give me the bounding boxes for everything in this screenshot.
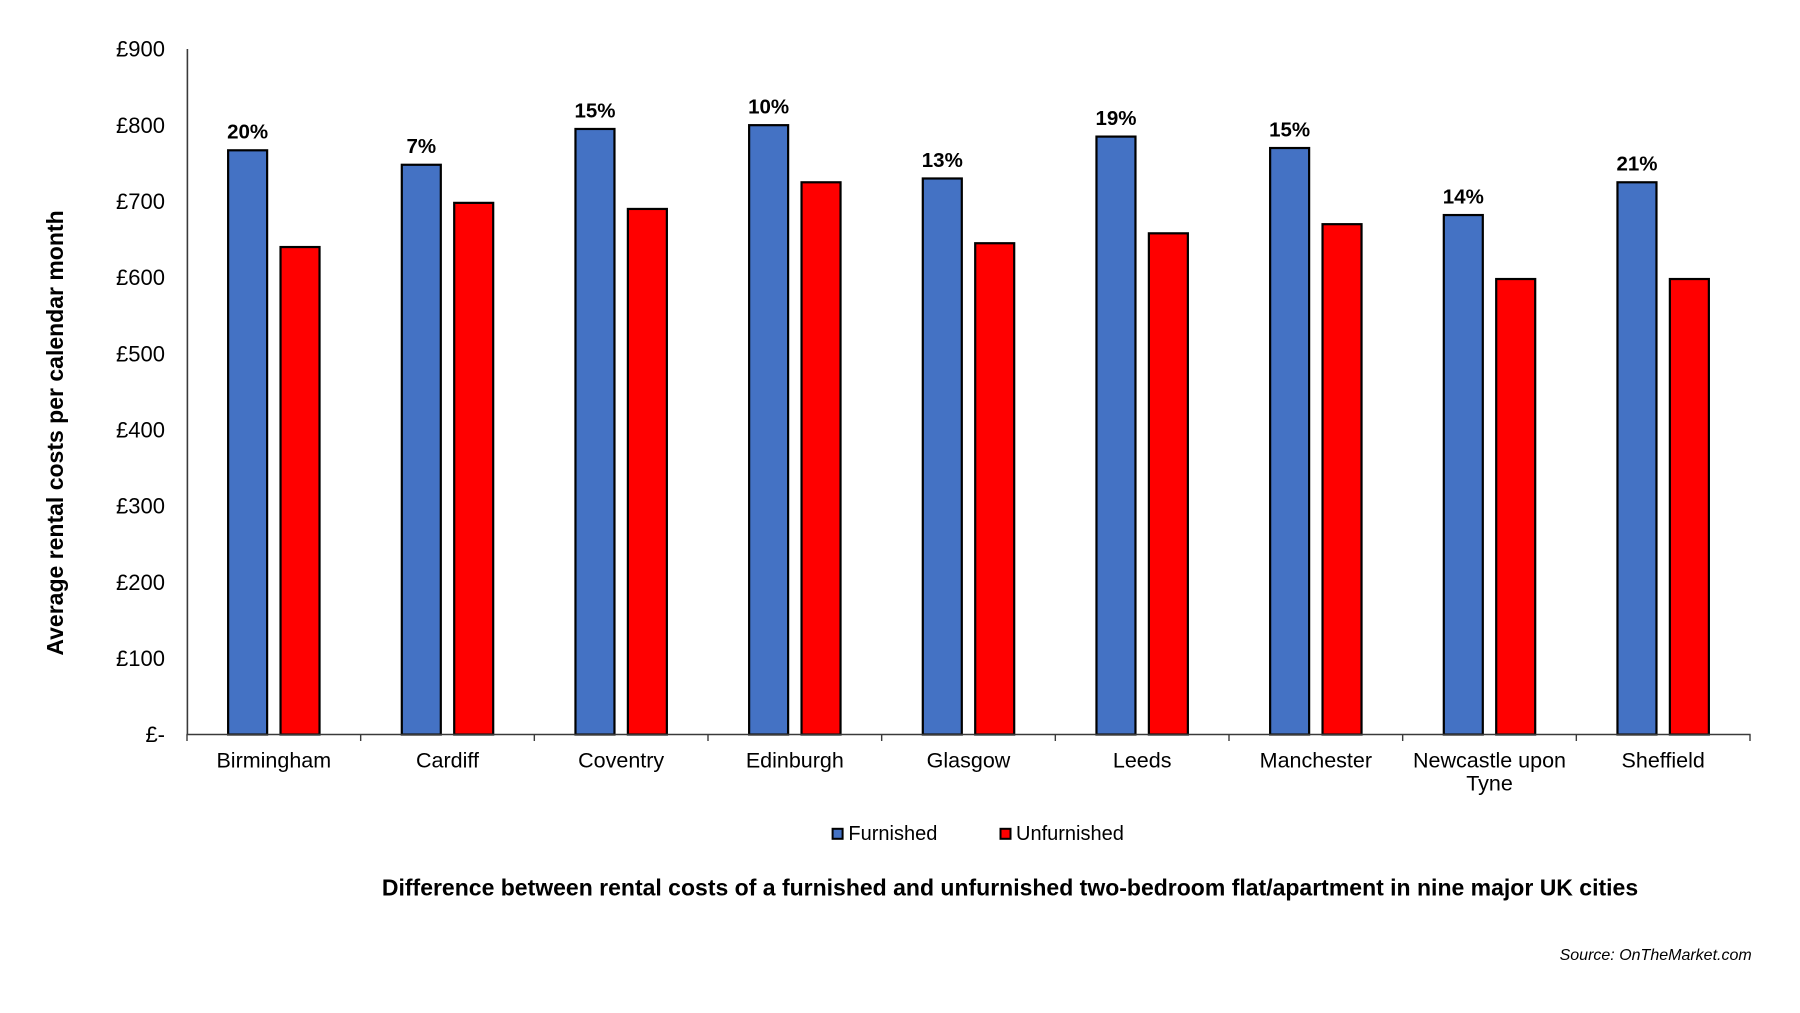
svg-text:Difference between rental cost: Difference between rental costs of a fur…: [382, 875, 1638, 901]
svg-text:£-: £-: [145, 722, 165, 747]
svg-text:13%: 13%: [922, 149, 963, 172]
svg-text:£700: £700: [116, 189, 165, 214]
svg-text:7%: 7%: [406, 135, 436, 158]
svg-text:£300: £300: [116, 494, 165, 519]
svg-text:21%: 21%: [1616, 153, 1657, 176]
svg-text:Unfurnished: Unfurnished: [1016, 823, 1124, 845]
svg-text:£500: £500: [116, 341, 165, 366]
svg-text:£600: £600: [116, 265, 165, 290]
svg-text:15%: 15%: [574, 99, 615, 122]
svg-text:Coventry: Coventry: [578, 749, 664, 773]
svg-text:Glasgow: Glasgow: [927, 749, 1011, 773]
svg-text:£800: £800: [116, 113, 165, 138]
svg-text:14%: 14%: [1443, 185, 1484, 208]
svg-text:19%: 19%: [1095, 107, 1136, 130]
svg-text:10%: 10%: [748, 96, 789, 119]
svg-text:Sheffield: Sheffield: [1622, 749, 1705, 773]
svg-text:£200: £200: [116, 570, 165, 595]
svg-text:Newcastle upon: Newcastle upon: [1413, 749, 1566, 773]
svg-text:15%: 15%: [1269, 118, 1310, 141]
svg-text:Manchester: Manchester: [1260, 749, 1372, 773]
svg-text:20%: 20%: [227, 121, 268, 144]
svg-text:Edinburgh: Edinburgh: [746, 749, 844, 773]
svg-text:Tyne: Tyne: [1466, 771, 1513, 795]
svg-text:£900: £900: [116, 37, 165, 62]
svg-text:£400: £400: [116, 417, 165, 442]
svg-text:£100: £100: [116, 646, 165, 671]
svg-text:Cardiff: Cardiff: [416, 749, 479, 773]
svg-text:Average rental costs per calen: Average rental costs per calendar month: [42, 210, 68, 655]
svg-text:Furnished: Furnished: [848, 823, 937, 845]
svg-text:Birmingham: Birmingham: [216, 749, 331, 773]
svg-text:Source: OnTheMarket.com: Source: OnTheMarket.com: [1560, 947, 1752, 964]
svg-text:Leeds: Leeds: [1113, 749, 1172, 773]
